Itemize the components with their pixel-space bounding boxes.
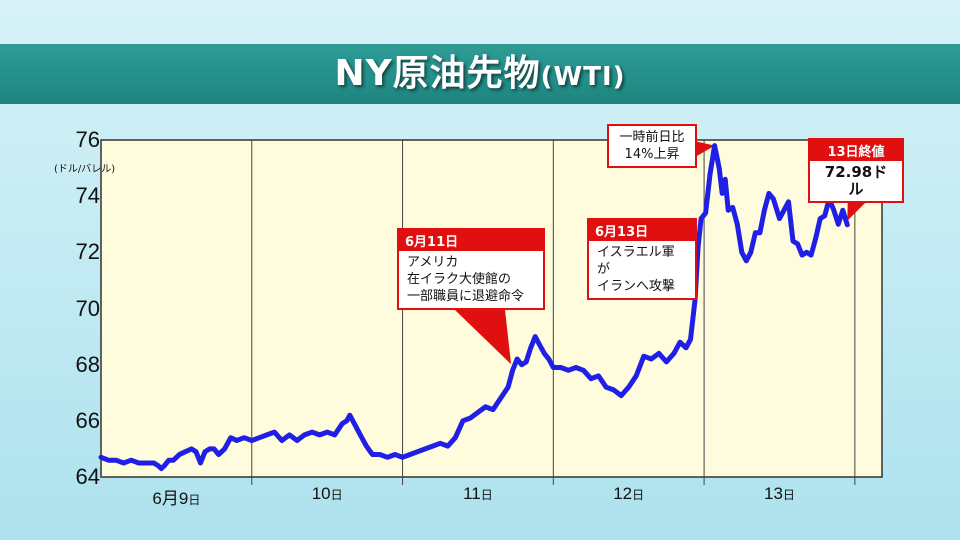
callout-intraday-high: 一時前日比 14%上昇 [607, 124, 697, 168]
callout-line: 一時前日比 [619, 130, 685, 145]
y-tick-label: 76 [75, 127, 100, 152]
callout-tail [455, 310, 512, 365]
callout-line: イスラエル軍が [597, 245, 675, 277]
x-tick-label: 10日 [311, 484, 343, 503]
callout-header: 6月13日 [589, 220, 695, 241]
y-tick-label: 64 [75, 464, 100, 489]
callout-line: 14%上昇 [624, 147, 680, 162]
callout-line: 在イラク大使館の [407, 272, 512, 287]
x-tick-label: 11日 [463, 484, 493, 503]
callout-line: アメリカ [407, 255, 459, 270]
x-tick-label: 12日 [613, 484, 645, 503]
y-tick-label: 72 [75, 239, 100, 265]
y-tick-label: 70 [75, 295, 100, 321]
callout-june11: 6月11日 アメリカ 在イラク大使館の 一部職員に退避命令 [397, 228, 545, 310]
x-tick-label: 13日 [764, 484, 795, 503]
series-line [98, 143, 850, 472]
x-tick-label: 6月9日 [152, 489, 201, 508]
y-axis-unit: (ドル/バレル) [54, 164, 116, 175]
callout-line: イランへ攻撃 [597, 279, 676, 294]
y-tick-label: 66 [75, 407, 100, 433]
y-tick-label: 68 [75, 351, 100, 377]
callout-line: 72.98ドル [824, 163, 888, 198]
callout-line: 一部職員に退避命令 [407, 289, 525, 304]
chart-title: NY原油先物(WTI) [334, 53, 626, 94]
y-tick-label: 74 [75, 183, 100, 209]
callout-header: 6月11日 [399, 230, 543, 251]
callout-header: 13日終値 [810, 140, 902, 161]
callout-close: 13日終値 72.98ドル [808, 138, 904, 203]
callout-june13: 6月13日 イスラエル軍が イランへ攻撃 [587, 218, 697, 300]
title-bar: NY原油先物(WTI) [0, 44, 960, 104]
plot-area [100, 139, 883, 478]
